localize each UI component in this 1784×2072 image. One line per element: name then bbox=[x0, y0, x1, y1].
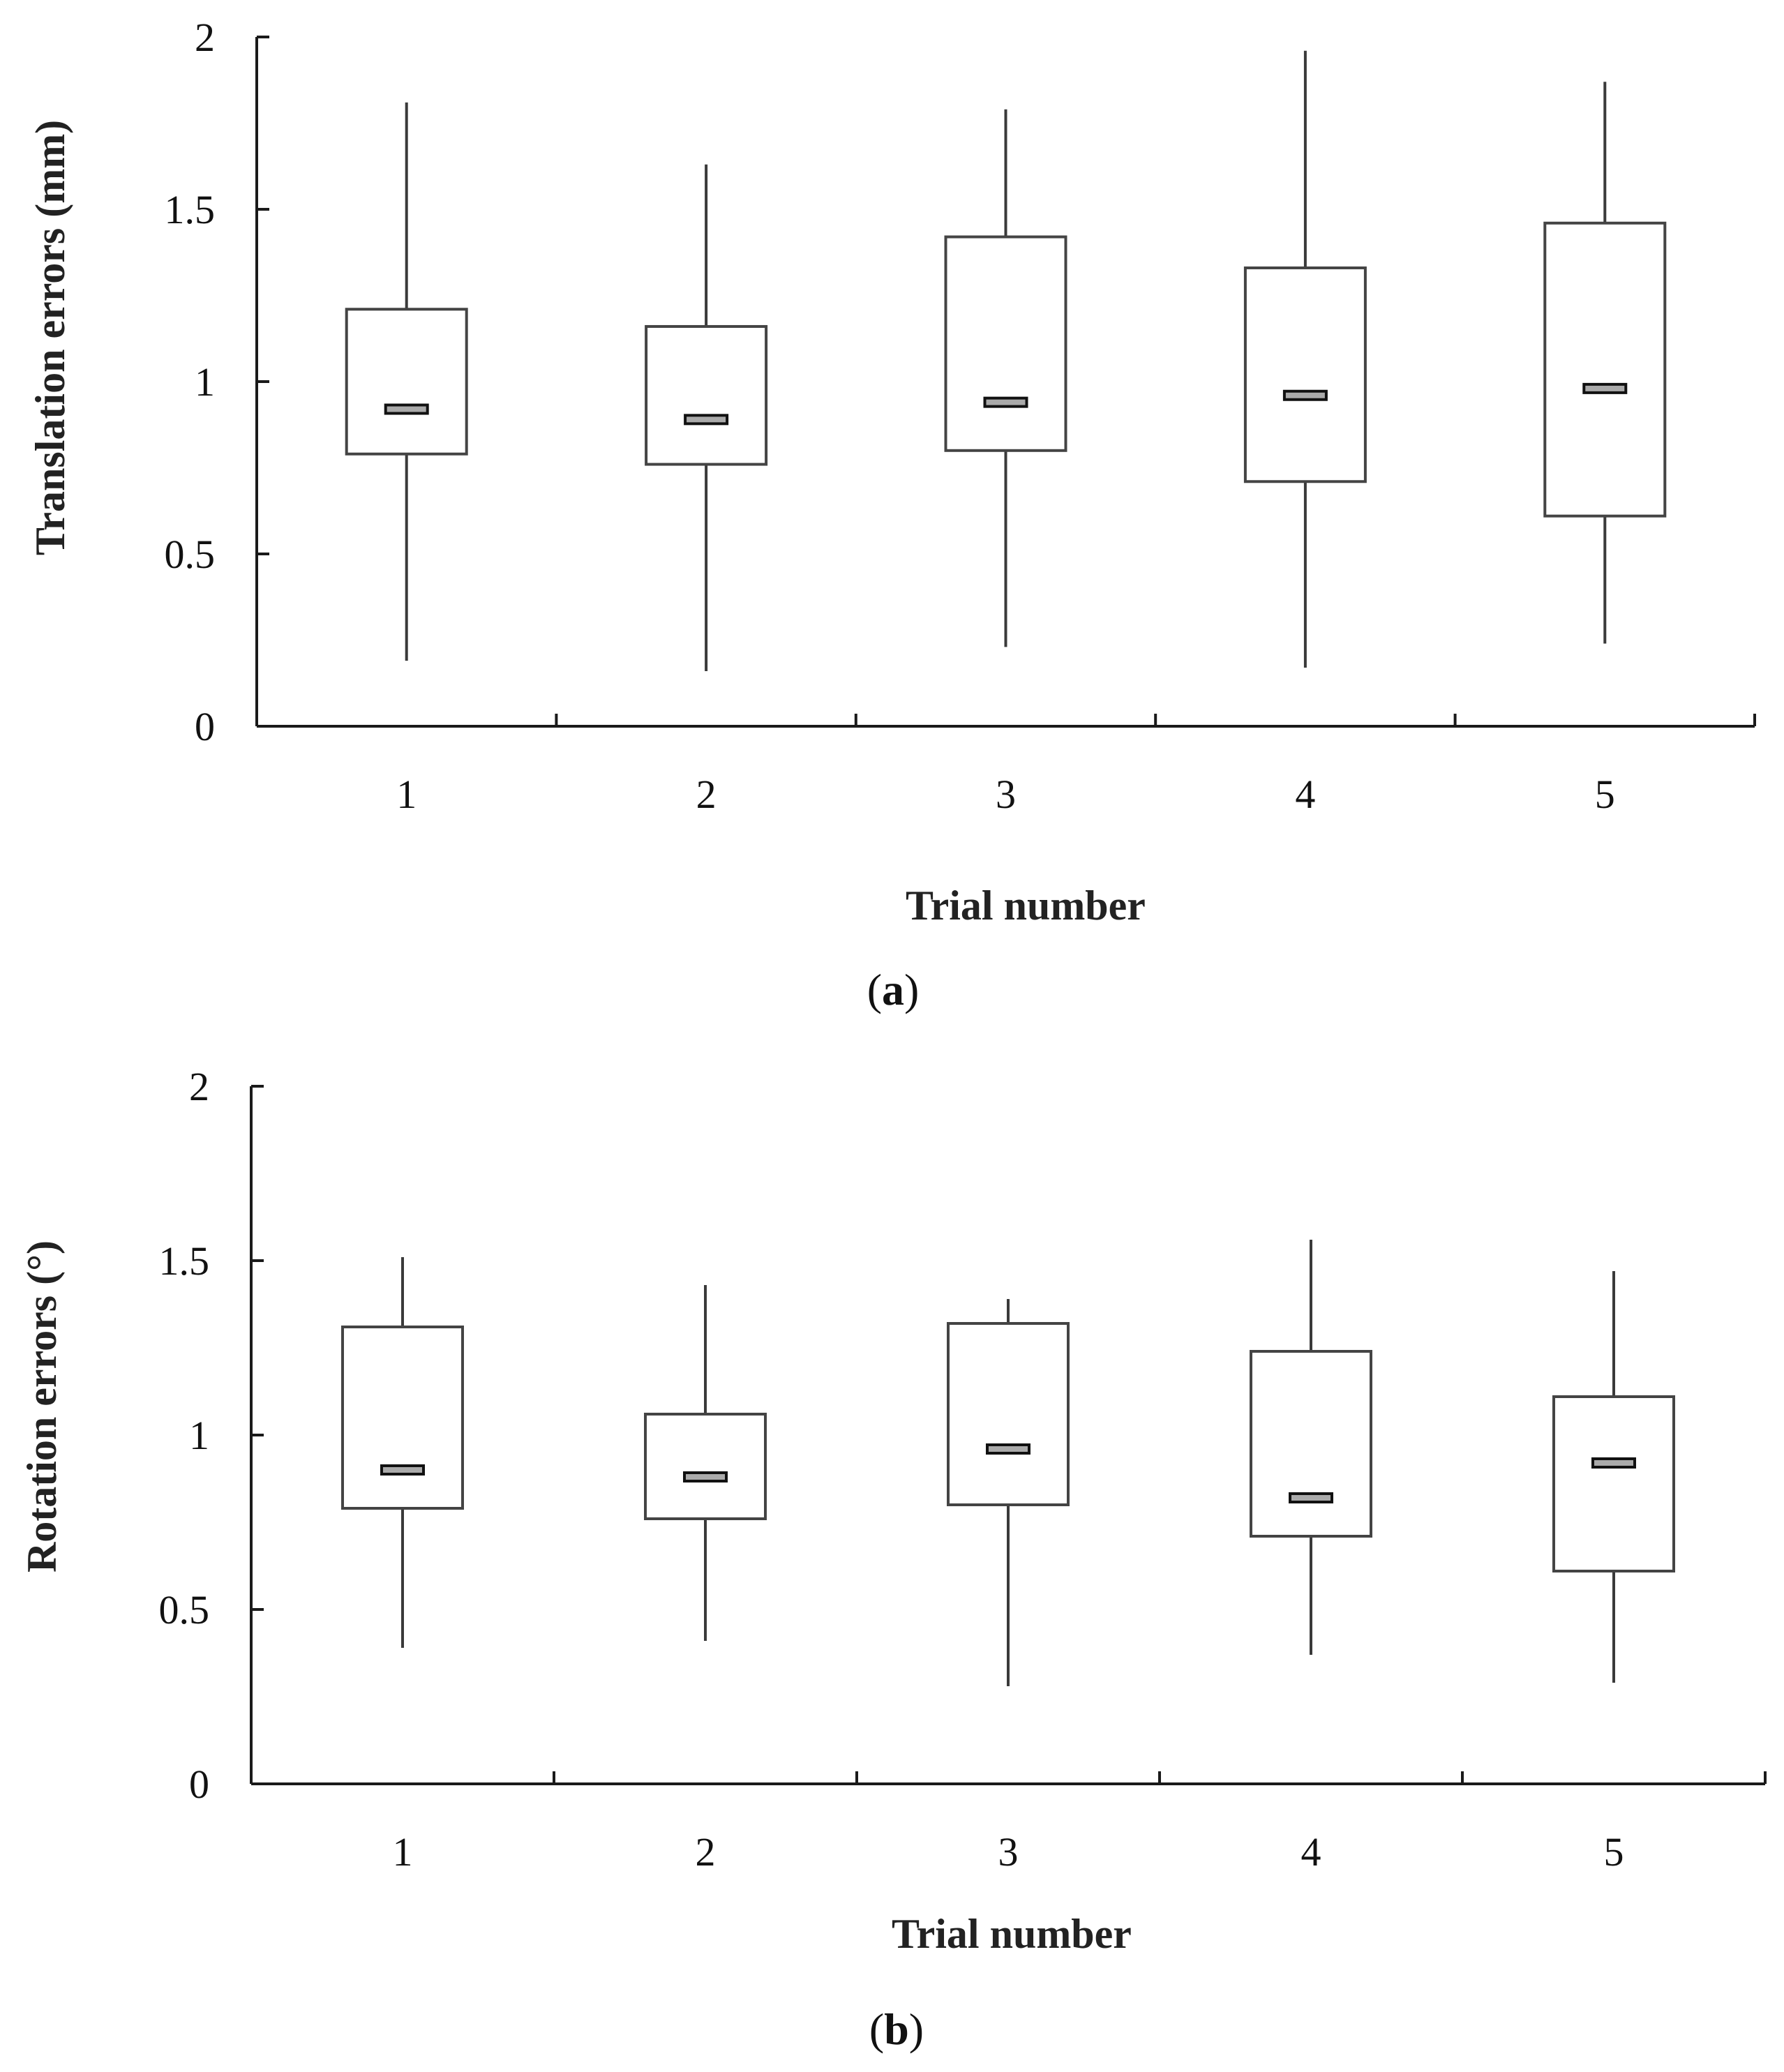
panel-a-x-tick-label: 4 bbox=[1295, 772, 1315, 817]
panel-a-x-tick-label: 5 bbox=[1595, 772, 1615, 817]
panel-a-x-tick-label: 3 bbox=[996, 772, 1016, 817]
panel-a-iqr-box bbox=[1543, 221, 1667, 518]
panel-a-iqr-box bbox=[944, 235, 1067, 452]
panel-a-y-tick-label: 0 bbox=[195, 704, 215, 749]
panel-b-iqr-box bbox=[341, 1326, 464, 1510]
panel-b-label-letter: b bbox=[884, 2004, 909, 2054]
panel-a-median-marker bbox=[384, 403, 429, 415]
panel-b-median-marker bbox=[1591, 1457, 1636, 1469]
panel-b-rotation-errors: Rotation errors (°) Trial number (b) 0 0.… bbox=[19, 1064, 1767, 2054]
panel-a-translation-errors: Translation errors (mm) Trial number (a)… bbox=[27, 15, 1756, 1014]
panel-b-y-axis-title: Rotation errors (°) bbox=[19, 1240, 65, 1572]
panel-b-median-marker bbox=[380, 1464, 425, 1476]
panel-a-median-marker bbox=[1282, 389, 1328, 401]
panel-b-y-tick-label: 2 bbox=[189, 1064, 209, 1109]
panel-b-label: (b) bbox=[869, 2004, 924, 2054]
panel-a-y-tick-label: 0.5 bbox=[165, 532, 216, 577]
panel-b-median-marker bbox=[1289, 1492, 1333, 1503]
panel-b-x-tick-label: 4 bbox=[1301, 1829, 1321, 1875]
panel-a-iqr-box bbox=[645, 324, 768, 466]
panel-b-median-marker bbox=[683, 1471, 728, 1482]
panel-a-y-axis-title: Translation errors (mm) bbox=[27, 120, 73, 555]
panel-a-median-marker bbox=[1582, 382, 1628, 394]
panel-b-y-tick-label: 0 bbox=[189, 1762, 209, 1807]
panel-a-y-tick-label: 1 bbox=[195, 359, 215, 405]
panel-b-x-axis-title: Trial number bbox=[892, 1911, 1132, 1957]
panel-b-x-tick-label: 3 bbox=[998, 1829, 1019, 1875]
panel-b-iqr-box bbox=[1250, 1350, 1372, 1538]
panel-b-y-tick-label: 1.5 bbox=[159, 1238, 210, 1284]
panel-b-median-marker bbox=[986, 1443, 1030, 1455]
panel-b-iqr-box bbox=[1552, 1395, 1675, 1572]
panel-a-iqr-box bbox=[345, 308, 468, 456]
panel-a-median-marker bbox=[684, 414, 729, 426]
panel-a-x-tick-label: 2 bbox=[696, 772, 717, 817]
panel-a-median-marker bbox=[983, 396, 1028, 408]
panel-b-x-tick-label: 5 bbox=[1604, 1829, 1624, 1875]
panel-a-y-tick-label: 1.5 bbox=[165, 187, 216, 232]
panel-a-label-letter: a bbox=[882, 965, 904, 1014]
panel-a-y-tick-label: 2 bbox=[195, 15, 215, 60]
panel-b-x-tick-label: 1 bbox=[393, 1829, 413, 1875]
panel-a-x-axis-title: Trial number bbox=[906, 883, 1146, 929]
panel-b-iqr-box bbox=[644, 1413, 767, 1520]
panel-b-x-tick-label: 2 bbox=[696, 1829, 716, 1875]
panel-a-iqr-box bbox=[1243, 266, 1367, 483]
panel-a-x-tick-label: 1 bbox=[396, 772, 417, 817]
panel-b-y-tick-label: 1 bbox=[189, 1413, 209, 1458]
panel-b-y-tick-label: 0.5 bbox=[159, 1587, 210, 1632]
panel-a-label: (a) bbox=[867, 965, 920, 1014]
panel-b-iqr-box bbox=[947, 1322, 1070, 1506]
